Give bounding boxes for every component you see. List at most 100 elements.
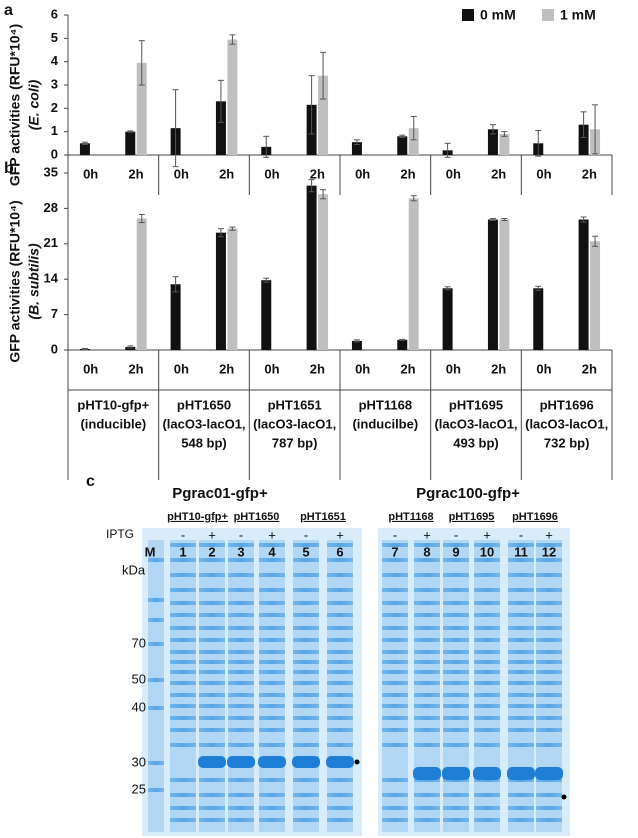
bar <box>487 129 498 155</box>
band <box>443 626 469 630</box>
band <box>293 601 319 605</box>
x-tick-label: 0h <box>174 361 189 376</box>
band <box>148 678 164 682</box>
band <box>170 601 196 605</box>
iptg-sign: - <box>239 527 243 542</box>
band <box>443 660 469 664</box>
band <box>508 558 534 562</box>
band <box>443 638 469 642</box>
band <box>170 716 196 720</box>
x-tick-label: 2h <box>310 361 325 376</box>
band <box>414 660 440 664</box>
iptg-sign: - <box>181 527 185 542</box>
lane <box>148 540 164 832</box>
error-bar <box>320 51 327 100</box>
bar <box>125 131 136 155</box>
band <box>148 706 164 710</box>
y-axis-label: (E. coli) <box>26 79 42 130</box>
y-tick-label: 0 <box>51 341 58 356</box>
gfp-band <box>535 767 563 780</box>
y-tick-label: 14 <box>44 271 59 286</box>
band <box>414 818 440 822</box>
band <box>148 598 164 602</box>
band <box>293 660 319 664</box>
error-bar <box>138 213 145 224</box>
x-tick-label: 2h <box>219 361 234 376</box>
x-tick-label: 2h <box>128 166 143 181</box>
band <box>170 693 196 697</box>
lane <box>536 540 562 832</box>
bar <box>125 346 136 350</box>
band <box>199 818 225 822</box>
bar <box>442 288 453 350</box>
band <box>327 626 353 630</box>
band <box>259 806 285 810</box>
band <box>536 650 562 654</box>
panel-label: a <box>4 2 13 19</box>
band <box>228 588 254 592</box>
marker-label: 25 <box>132 781 146 796</box>
band <box>443 681 469 685</box>
panel-label: b <box>4 160 14 177</box>
lane-number: 1 <box>179 544 186 559</box>
y-tick-label: 28 <box>44 200 58 215</box>
band <box>536 693 562 697</box>
band <box>148 618 164 622</box>
band <box>327 806 353 810</box>
band <box>443 818 469 822</box>
band <box>293 558 319 562</box>
band <box>327 793 353 797</box>
iptg-sign: + <box>268 527 276 542</box>
plasmid-label: pHT1696 <box>512 511 558 523</box>
band <box>382 670 408 674</box>
band <box>259 543 285 547</box>
x-tick-label: 0h <box>446 166 461 181</box>
band <box>508 716 534 720</box>
band <box>199 806 225 810</box>
lane <box>327 540 353 832</box>
band <box>293 588 319 592</box>
band <box>293 704 319 708</box>
band <box>199 588 225 592</box>
error-bar <box>444 286 451 291</box>
unit-label: kDa <box>122 562 146 577</box>
band <box>382 660 408 664</box>
band <box>199 558 225 562</box>
error-bar <box>217 228 224 238</box>
plasmid-label: pHT1651 <box>300 511 346 523</box>
band <box>474 670 500 674</box>
y-tick-label: 0 <box>51 146 58 161</box>
band <box>414 558 440 562</box>
band <box>414 613 440 617</box>
bar <box>408 128 419 155</box>
band <box>474 626 500 630</box>
band <box>228 704 254 708</box>
band <box>170 573 196 577</box>
band <box>443 704 469 708</box>
bar <box>590 241 601 350</box>
band <box>474 558 500 562</box>
bar <box>227 39 238 155</box>
band <box>170 660 196 664</box>
band <box>199 650 225 654</box>
marker-label: 40 <box>132 699 146 714</box>
bar <box>487 219 498 350</box>
band <box>474 728 500 732</box>
error-bar <box>501 218 508 222</box>
band <box>228 793 254 797</box>
iptg-sign: + <box>483 527 491 542</box>
plasmid-label: pHT1650 <box>234 511 280 523</box>
error-bar <box>399 134 406 138</box>
band <box>443 543 469 547</box>
group-label: 493 bp) <box>453 435 499 450</box>
band <box>199 778 225 782</box>
error-bar <box>81 141 88 145</box>
band <box>536 743 562 747</box>
band <box>536 806 562 810</box>
lane <box>443 540 469 832</box>
band <box>259 728 285 732</box>
band <box>382 728 408 732</box>
bar <box>318 75 329 155</box>
band <box>293 670 319 674</box>
band <box>474 704 500 708</box>
